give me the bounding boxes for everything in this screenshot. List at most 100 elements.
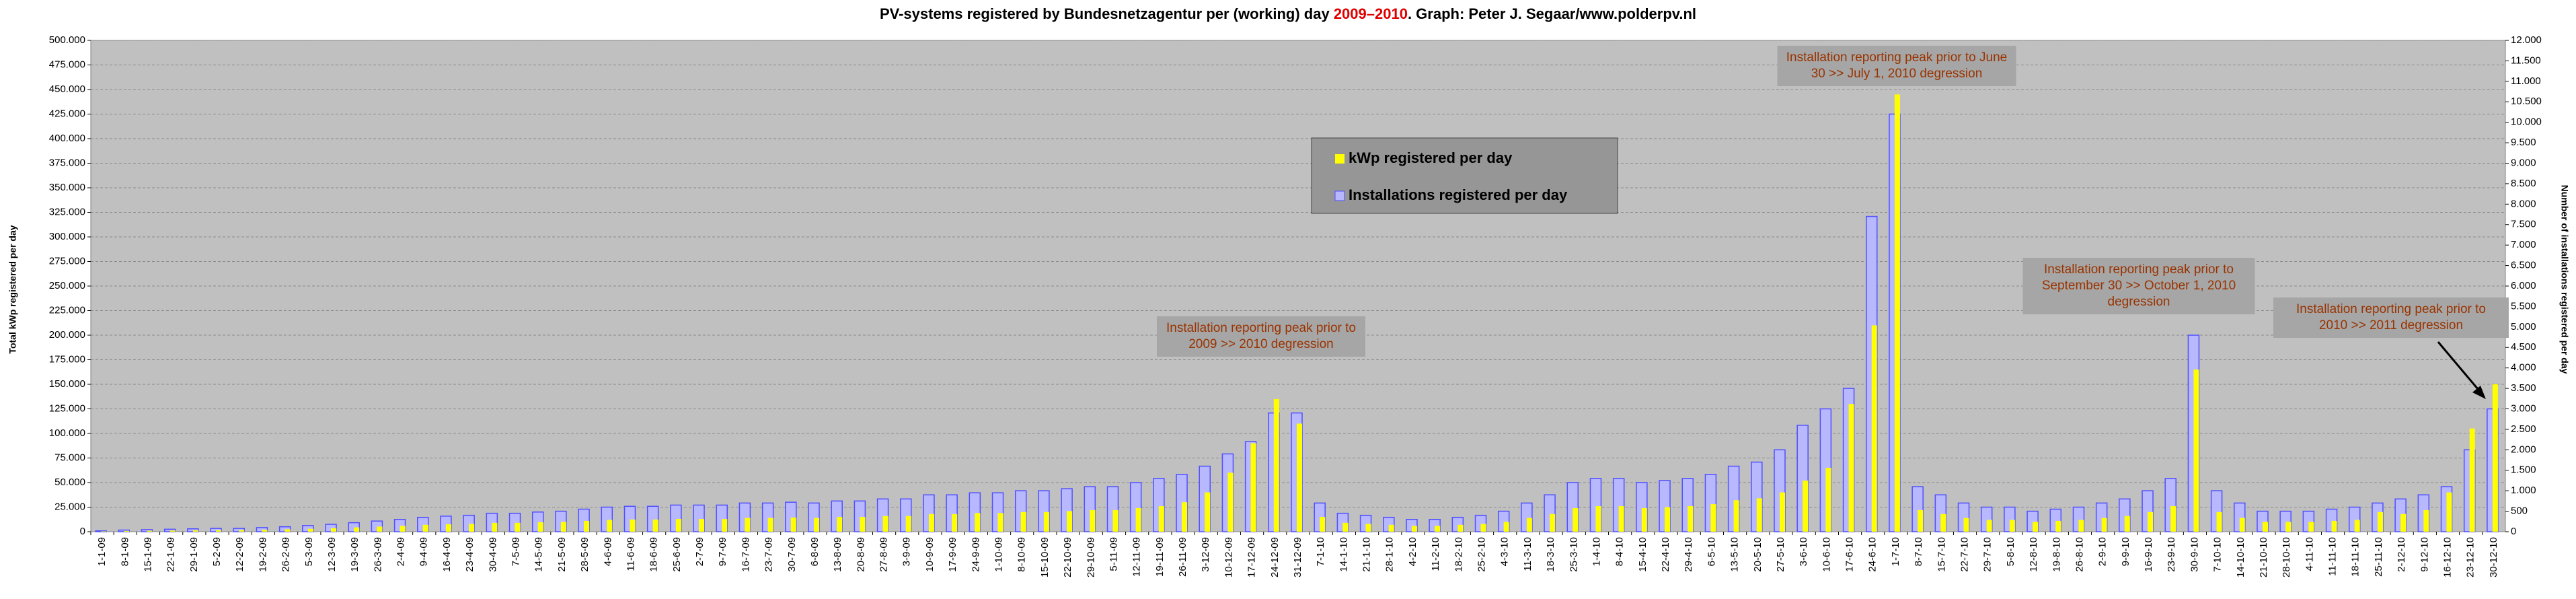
x-tick-label: 2-4-09 [395, 537, 407, 566]
x-tick-label: 10-12-09 [1223, 537, 1234, 577]
annotation-arrow [2437, 341, 2483, 394]
y-tick-label: 0 [80, 526, 85, 537]
kwp-bar [1780, 492, 1785, 532]
kwp-bar [2239, 518, 2245, 532]
y2-tick-label: 2.500 [2511, 423, 2536, 435]
x-tick-label: 8-7-10 [1913, 537, 1924, 566]
annotation-box [2273, 297, 2509, 338]
x-tick-label: 26-2-09 [280, 537, 292, 572]
kwp-bar [2101, 518, 2107, 532]
y2-tick-label: 6.500 [2511, 260, 2536, 271]
x-tick-label: 13-5-10 [1729, 537, 1741, 572]
x-tick-label: 18-11-10 [2350, 537, 2361, 577]
y2-axis-label: Number of installations registered per d… [2559, 185, 2570, 374]
x-tick-label: 12-8-10 [2028, 537, 2039, 572]
x-tick-label: 23-12-10 [2465, 537, 2476, 577]
y2-tick-label: 1.500 [2511, 464, 2536, 476]
kwp-bar [422, 524, 428, 532]
y-tick-label: 200.000 [49, 329, 85, 341]
x-tick-label: 21-10-10 [2258, 537, 2269, 577]
kwp-bar [1710, 504, 1716, 532]
x-tick-label: 13-8-09 [832, 537, 843, 572]
x-tick-label: 5-2-09 [211, 537, 223, 566]
y2-tick-label: 8.000 [2511, 198, 2536, 209]
x-tick-label: 22-4-10 [1660, 537, 1671, 572]
x-tick-label: 12-3-09 [326, 537, 338, 572]
kwp-bar [515, 522, 521, 532]
kwp-bar [1825, 468, 1831, 532]
kwp-bar [1043, 512, 1049, 532]
kwp-bar [1388, 524, 1394, 532]
y2-tick-label: 3.500 [2511, 382, 2536, 394]
x-tick-label: 6-8-09 [809, 537, 821, 566]
x-tick-label: 4-2-10 [1407, 537, 1418, 566]
kwp-bar [722, 519, 728, 532]
kwp-bar [1986, 520, 1992, 532]
x-tick-label: 1-7-10 [1890, 537, 1901, 566]
kwp-bar [1871, 325, 1877, 532]
legend-marker [1334, 190, 1345, 201]
kwp-bar [1411, 526, 1417, 532]
kwp-bar [1365, 524, 1371, 532]
kwp-bar [652, 519, 658, 532]
kwp-bar [2216, 512, 2222, 532]
x-tick-label: 16-9-10 [2143, 537, 2154, 572]
kwp-bar [882, 516, 888, 532]
x-tick-label: 19-11-09 [1154, 537, 1166, 577]
x-tick-label: 3-6-10 [1798, 537, 1809, 566]
annotation-text: Installation reporting peak prior to [2044, 262, 2234, 277]
y-tick-label: 300.000 [49, 231, 85, 242]
x-tick-label: 22-1-09 [165, 537, 177, 572]
legend-box [1311, 137, 1618, 214]
y-tick-label: 325.000 [49, 206, 85, 217]
y-tick-label: 25.000 [54, 501, 85, 512]
kwp-bar [2148, 512, 2154, 532]
y-tick-label: 475.000 [49, 59, 85, 70]
x-tick-label: 28-10-10 [2281, 537, 2292, 577]
x-tick-label: 7-10-10 [2212, 537, 2224, 572]
x-tick-label: 9-12-10 [2419, 537, 2430, 572]
kwp-bar [354, 527, 360, 532]
x-tick-label: 1-10-09 [993, 537, 1004, 572]
annotation-text: Installation reporting peak prior to [2296, 302, 2486, 316]
legend-marker [1335, 154, 1344, 164]
y-tick-label: 100.000 [49, 427, 85, 439]
x-tick-label: 24-6-10 [1867, 537, 1879, 572]
title-part: PV-systems registered by Bundesnetzagent… [880, 5, 1334, 22]
x-tick-label: 21-5-09 [556, 537, 568, 572]
x-tick-label: 11-11-10 [2327, 537, 2339, 576]
x-tick-label: 23-4-09 [464, 537, 476, 572]
kwp-bar [216, 530, 222, 532]
kwp-bar [147, 530, 153, 532]
x-tick-label: 20-8-09 [855, 537, 866, 572]
x-tick-label: 18-6-09 [648, 537, 660, 572]
kwp-bar [2285, 522, 2291, 532]
x-tick-label: 15-10-09 [1039, 537, 1051, 577]
x-tick-label: 14-5-09 [533, 537, 545, 572]
x-tick-label: 16-12-10 [2441, 537, 2453, 577]
y2-tick-label: 4.500 [2511, 341, 2536, 353]
kwp-bar [2354, 520, 2360, 532]
x-tick-label: 4-6-09 [602, 537, 613, 566]
y2-tick-label: 7.000 [2511, 239, 2536, 250]
x-tick-label: 14-10-10 [2235, 537, 2246, 577]
kwp-bar [1457, 524, 1464, 532]
kwp-bar [2009, 520, 2015, 532]
kwp-bar [2170, 506, 2176, 532]
x-tick-label: 17-12-09 [1246, 537, 1258, 577]
y2-tick-label: 2.000 [2511, 444, 2536, 455]
x-tick-label: 19-3-09 [349, 537, 361, 572]
kwp-bar [860, 517, 866, 532]
kwp-bar [1020, 512, 1026, 532]
x-tick-label: 5-11-09 [1108, 537, 1119, 571]
x-tick-label: 8-4-10 [1614, 537, 1626, 566]
x-tick-label: 24-12-09 [1269, 537, 1281, 577]
x-tick-label: 26-8-10 [2074, 537, 2085, 572]
y-tick-label: 225.000 [49, 304, 85, 316]
annotation-text: degression [2108, 295, 2170, 309]
kwp-bar [745, 518, 751, 532]
legend-label: kWp registered per day [1349, 149, 1513, 166]
kwp-bar [192, 530, 198, 532]
x-tick-label: 6-5-10 [1706, 537, 1717, 566]
x-tick-label: 9-4-09 [418, 537, 430, 566]
